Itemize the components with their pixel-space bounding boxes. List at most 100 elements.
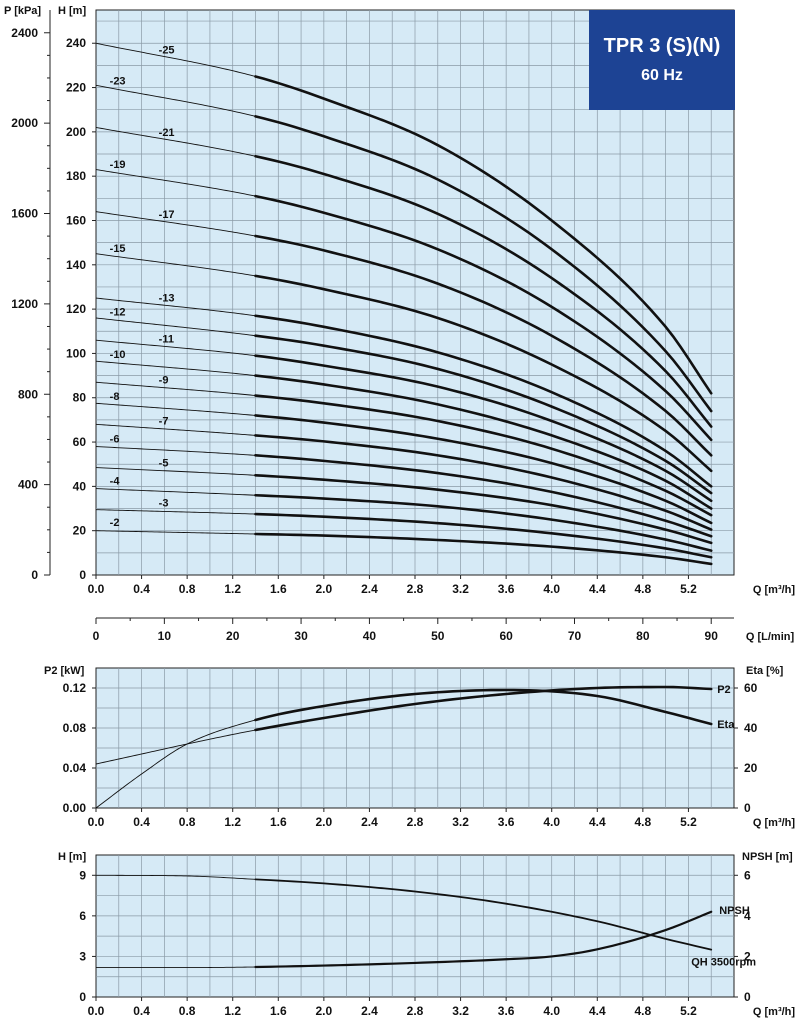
series-label: QH 3500rpm	[691, 957, 756, 969]
eta-axis-tick-label: 20	[744, 761, 758, 775]
qh-curve-thin	[95, 211, 256, 237]
qh-curve-thin	[95, 360, 256, 377]
x-tick-label: 5.2	[680, 1004, 697, 1018]
x-tick-label: 4.4	[589, 1004, 606, 1018]
npsh-curve-thin	[96, 966, 256, 969]
x-tick-label: 2.8	[407, 582, 424, 596]
x-tick-label: 3.2	[452, 1004, 469, 1018]
stage-label: -11	[159, 333, 174, 345]
model-title-box: TPR 3 (S)(N) 60 Hz	[589, 10, 735, 110]
p2-axis-tick-label: 0.04	[63, 761, 87, 775]
qh-curve-operating	[254, 274, 713, 473]
lmin-tick-label: 90	[705, 629, 719, 643]
stage-label: -12	[110, 306, 126, 318]
qh-curve-operating	[254, 532, 713, 566]
stage-label: -13	[159, 292, 175, 304]
power-curve-operating	[254, 685, 713, 732]
x-tick-label: 1.2	[224, 815, 241, 829]
x-tick-label: 4.4	[589, 815, 606, 829]
x-tick-label: 2.0	[316, 582, 333, 596]
qh-curve-thin	[95, 169, 256, 197]
h-axis-tick-label: 240	[66, 36, 86, 50]
h2-axis-tick-label: 0	[79, 990, 86, 1004]
x-tick-label: 0.8	[179, 582, 196, 596]
x-tick-label: 2.8	[407, 1004, 424, 1018]
qh-curve-thin	[95, 317, 256, 337]
stage-label: -3	[159, 498, 169, 510]
qh-curve-thin	[95, 446, 256, 456]
lmin-tick-label: 60	[499, 629, 513, 643]
x-tick-label: 3.6	[498, 815, 515, 829]
stage-label: -9	[159, 375, 169, 387]
title-box-background	[589, 10, 735, 110]
h-axis-tick-label: 0	[79, 568, 86, 582]
eta-axis-label: Eta [%]	[746, 665, 784, 677]
x-tick-label: 3.2	[452, 582, 469, 596]
lmin-tick-label: 30	[294, 629, 308, 643]
x-tick-label: 2.0	[316, 815, 333, 829]
qh-curve-operating	[254, 334, 713, 495]
stage-label: -2	[110, 517, 120, 529]
qh-curve-operating	[254, 354, 713, 503]
qh-curve-operating	[254, 154, 713, 428]
qh-curve-operating	[254, 473, 713, 545]
lmin-axis-label: Q [L/min]	[746, 631, 795, 643]
stage-label: -7	[159, 416, 169, 428]
x-tick-label: 0.8	[179, 815, 196, 829]
lmin-tick-label: 50	[431, 629, 445, 643]
power-curve-operating	[254, 688, 713, 726]
p2-axis-tick-label: 0.00	[63, 801, 87, 815]
qh-curve-operating	[254, 512, 713, 559]
h2-axis-label: H [m]	[58, 851, 86, 863]
qh-curve-thin	[95, 423, 256, 436]
x-tick-label: 2.8	[407, 815, 424, 829]
qh-curve-operating	[254, 194, 713, 442]
qh-curve-thin	[95, 488, 256, 496]
qh-curve-thin	[95, 381, 256, 396]
h-axis-tick-label: 200	[66, 125, 86, 139]
power-curve-thin	[95, 729, 256, 765]
qh-curve-operating	[254, 314, 713, 488]
x-tick-label: 4.0	[543, 582, 560, 596]
x-tick-label: 1.2	[224, 1004, 241, 1018]
stage-label: -10	[110, 349, 126, 361]
x-tick-label: 2.4	[361, 815, 378, 829]
eta-axis-tick-label: 0	[744, 801, 751, 815]
h-axis-tick-label: 40	[73, 479, 87, 493]
p-axis-label: P [kPa]	[4, 5, 41, 17]
x-tick-label: 2.0	[316, 1004, 333, 1018]
p-axis-tick-label: 1600	[11, 207, 38, 221]
x-tick-label: 4.0	[543, 1004, 560, 1018]
qh-reference-curve-thin	[95, 874, 256, 880]
stage-label: -6	[110, 434, 120, 446]
p-axis-tick-label: 400	[18, 478, 38, 492]
lmin-tick-label: 70	[568, 629, 582, 643]
qh-curve-operating	[254, 234, 713, 457]
h-axis-tick-label: 60	[73, 435, 87, 449]
stage-label: -4	[110, 476, 121, 488]
h-axis-label: H [m]	[58, 5, 86, 17]
flow-lmin-axis: 0 10 20 30 40 50 60 70 80 90 Q [L/min]	[93, 617, 795, 643]
qh-curve-thin	[95, 509, 256, 515]
qh-curve-thin	[95, 402, 256, 416]
x-tick-label: 0.8	[179, 1004, 196, 1018]
x-axis-label: Q [m³/h]	[753, 817, 795, 829]
qh-curve-operating	[254, 115, 713, 413]
npsh-axis-tick-label: 0	[744, 990, 751, 1004]
qh-curve-operating	[254, 454, 713, 538]
qh-curve-operating	[254, 414, 713, 525]
lmin-tick-label: 40	[363, 629, 377, 643]
qh-reference-curve	[254, 878, 713, 951]
x-tick-label: 0.0	[88, 582, 105, 596]
lmin-tick-label: 0	[93, 629, 100, 643]
x-axis-label: Q [m³/h]	[753, 584, 795, 596]
qh-curve-thin	[95, 84, 256, 117]
p-axis-tick-label: 2000	[11, 116, 38, 130]
x-tick-label: 5.2	[680, 582, 697, 596]
npsh-axis-tick-label: 4	[744, 909, 751, 923]
h-axis-tick-label: 120	[66, 302, 86, 316]
stage-label: -21	[159, 127, 175, 139]
eta-axis-tick-label: 40	[744, 721, 758, 735]
x-tick-label: 1.6	[270, 815, 287, 829]
